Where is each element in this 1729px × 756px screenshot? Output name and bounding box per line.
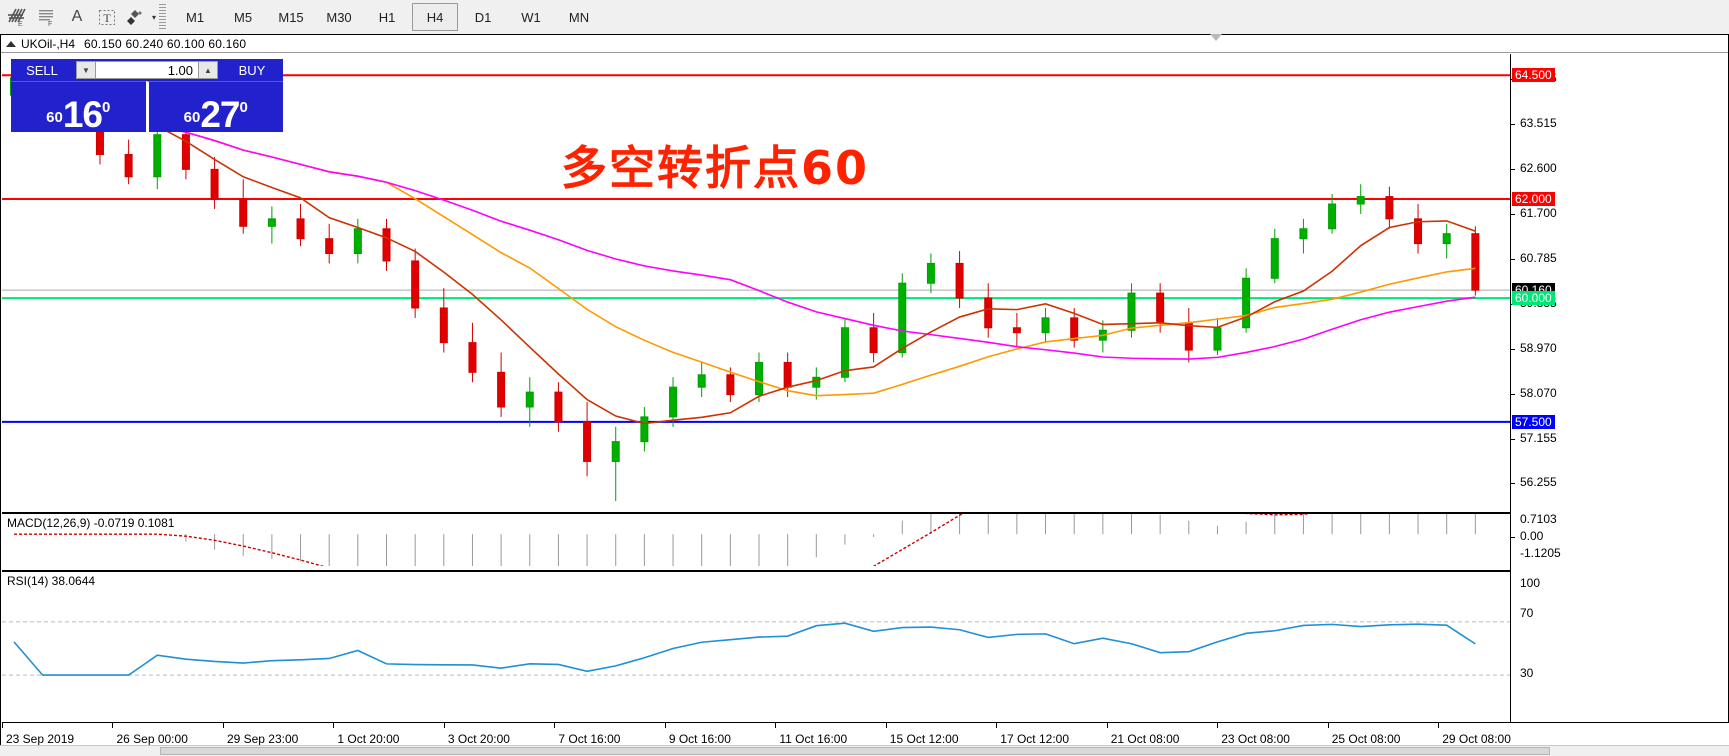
chart-annotation-text[interactable]: 多空转折点60 (561, 141, 870, 195)
objects-dropdown-caret[interactable]: ▾ (152, 12, 157, 22)
time-label: 23 Oct 08:00 (1221, 732, 1290, 746)
svg-text:F: F (48, 21, 52, 28)
price-tag-57.500[interactable]: 57.500 (1512, 414, 1555, 429)
indicators-icon[interactable]: E (4, 4, 30, 30)
sell-price-prefix: 60 (46, 109, 63, 126)
collapse-triangle-icon[interactable] (6, 40, 16, 47)
time-label: 7 Oct 16:00 (558, 732, 621, 746)
one-click-trading-panel[interactable]: SELL ▼ 1.00 ▲ BUY 60 16 0 60 27 0 (11, 59, 283, 135)
time-label: 29 Oct 08:00 (1442, 732, 1511, 746)
buy-price-suffix: 0 (239, 99, 248, 116)
timeframe-h1[interactable]: H1 (378, 9, 396, 25)
timeframe-m15[interactable]: M15 (278, 9, 304, 25)
text-icon[interactable]: A (71, 8, 83, 25)
time-tick (1438, 723, 1440, 728)
rsi-label: RSI(14) 38.0644 (7, 574, 100, 588)
timeframe-m5[interactable]: M5 (233, 9, 253, 25)
chart-quote-bar: UKOil-,H4 60.150 60.240 60.100 60.160 (1, 35, 1728, 53)
timeframe-m1[interactable]: M1 (185, 9, 205, 25)
horizontal-scrollbar[interactable] (0, 745, 1729, 756)
toolbar-grip[interactable] (159, 4, 167, 30)
scrollbar-thumb[interactable] (160, 747, 1550, 755)
macd-label: MACD(12,26,9) -0.0719 0.1081 (7, 516, 179, 530)
chart-symbol-label: UKOil-,H4 (21, 36, 76, 51)
sell-button[interactable]: SELL (11, 59, 73, 81)
time-tick (222, 723, 224, 728)
sell-price-display[interactable]: 60 16 0 (11, 81, 146, 135)
sell-price-suffix: 0 (102, 99, 111, 116)
time-tick (443, 723, 445, 728)
macd-plot[interactable]: MACD(12,26,9) -0.0719 0.1081 (2, 512, 1510, 566)
price-scale-axis[interactable]: 64.42563.51562.60061.70060.78559.88558.9… (1510, 54, 1728, 723)
timeframe-m30[interactable]: M30 (326, 9, 352, 25)
buy-price-prefix: 60 (183, 109, 201, 126)
time-label: 26 Sep 00:00 (116, 732, 188, 746)
timeframe-d1[interactable]: D1 (474, 9, 492, 25)
svg-text:T: T (103, 11, 111, 25)
sell-price-main: 16 (62, 94, 103, 135)
chart-ohlc-label: 60.150 60.240 60.100 60.160 (84, 36, 247, 51)
volume-stepper[interactable]: ▼ 1.00 ▲ (73, 59, 221, 81)
time-tick (1106, 723, 1108, 728)
volume-input[interactable]: 1.00 (96, 61, 198, 79)
timeframe-mn[interactable]: MN (568, 9, 590, 25)
buy-price-display[interactable]: 60 27 0 (145, 81, 283, 135)
time-tick (885, 723, 887, 728)
svg-text:E: E (18, 21, 23, 28)
time-label: 3 Oct 20:00 (447, 732, 510, 746)
time-label: 21 Oct 08:00 (1110, 732, 1180, 746)
time-label: 9 Oct 16:00 (668, 732, 731, 746)
price-tag-62.000[interactable]: 62.000 (1512, 192, 1555, 207)
time-tick (1327, 723, 1329, 728)
time-label: 15 Oct 12:00 (889, 732, 959, 746)
time-tick (554, 723, 556, 728)
time-tick (775, 723, 777, 728)
oct-top-row: SELL ▼ 1.00 ▲ BUY (11, 59, 283, 81)
price-tag-60.000[interactable]: 60.000 (1512, 291, 1555, 306)
oct-price-row: 60 16 0 60 27 0 (11, 81, 283, 135)
time-label: 17 Oct 12:00 (1000, 732, 1069, 746)
buy-button[interactable]: BUY (221, 59, 283, 81)
time-tick (1217, 723, 1219, 728)
time-tick (996, 723, 998, 728)
time-label: 23 Sep 2019 (6, 732, 75, 746)
time-label: 25 Oct 08:00 (1331, 732, 1401, 746)
volume-increment-icon[interactable]: ▲ (198, 61, 218, 79)
timeframe-w1[interactable]: W1 (521, 9, 541, 25)
time-tick (333, 723, 335, 728)
time-tick (2, 723, 3, 728)
rsi-plot[interactable]: RSI(14) 38.0644 (2, 570, 1510, 725)
time-label: 29 Sep 23:00 (226, 732, 299, 746)
time-label: 1 Oct 20:00 (337, 732, 400, 746)
price-candles (2, 65, 1510, 502)
time-tick (112, 723, 114, 728)
text-label-icon[interactable]: T (94, 4, 120, 30)
chart-area: UKOil-,H4 60.150 60.240 60.100 60.160 MA… (0, 34, 1729, 756)
objects-icon[interactable] (124, 4, 150, 30)
volume-decrement-icon[interactable]: ▼ (76, 61, 96, 79)
chart-toolbar: E F A T (0, 0, 1729, 35)
timeframe-h4[interactable]: H4 (412, 3, 459, 31)
macd-series (14, 514, 1476, 566)
splitter-handle[interactable] (1210, 34, 1222, 41)
time-label: 11 Oct 16:00 (779, 732, 848, 746)
time-tick (664, 723, 666, 728)
templates-icon[interactable]: F (34, 4, 60, 30)
price-tag-64.500[interactable]: 64.500 (1512, 68, 1555, 83)
buy-price-main: 27 (200, 94, 240, 135)
rsi-series (2, 621, 1510, 676)
